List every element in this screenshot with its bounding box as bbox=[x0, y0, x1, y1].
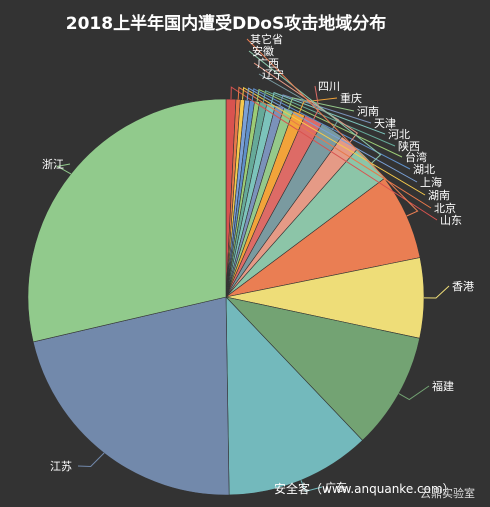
watermark-lab: 云鼎实验室 bbox=[420, 486, 475, 500]
leader-line-10 bbox=[298, 97, 338, 114]
leader-line-20 bbox=[56, 163, 72, 175]
slice-label-12: 辽宁 bbox=[262, 67, 284, 81]
slice-label-16: 香港 bbox=[452, 280, 474, 293]
leader-line-3 bbox=[246, 87, 418, 183]
leader-line-18 bbox=[300, 480, 323, 492]
slice-label-4: 湖北 bbox=[413, 163, 435, 176]
slice-label-3: 上海 bbox=[420, 175, 442, 189]
leader-line-16 bbox=[423, 285, 450, 299]
slice-label-2: 湖南 bbox=[428, 189, 450, 202]
leader-line-8 bbox=[279, 94, 372, 124]
leader-line-0 bbox=[230, 86, 438, 221]
slice-label-6: 陕西 bbox=[398, 139, 420, 153]
slice-label-10: 重庆 bbox=[340, 91, 362, 105]
slice-label-5: 台湾 bbox=[405, 150, 427, 164]
slice-label-11: 四川 bbox=[318, 80, 340, 93]
chart-title: 2018上半年国内遭受DDoS攻击地域分布 bbox=[66, 13, 386, 34]
slice-label-15: 其它省 bbox=[250, 32, 283, 46]
slice-label-8: 天津 bbox=[374, 117, 396, 130]
watermark-text: 安全客（www.anquanke.com） bbox=[274, 481, 455, 496]
pie-slice-18 bbox=[225, 296, 363, 496]
leader-line-6 bbox=[262, 90, 396, 147]
leader-line-9 bbox=[288, 97, 355, 112]
leader-line-2 bbox=[242, 86, 426, 196]
leader-line-19 bbox=[77, 452, 105, 468]
slice-label-20: 浙江 bbox=[42, 158, 64, 171]
leader-line-4 bbox=[251, 88, 411, 170]
slice-label-18: 广东 bbox=[325, 481, 347, 494]
leader-lines bbox=[56, 38, 450, 492]
slice-label-0: 山东 bbox=[440, 214, 462, 227]
leader-line-15 bbox=[246, 38, 419, 217]
pie-slice-17 bbox=[225, 296, 421, 441]
leader-line-17 bbox=[398, 385, 430, 401]
slice-label-9: 河南 bbox=[357, 105, 379, 118]
pie-slice-20 bbox=[27, 98, 227, 343]
leader-line-7 bbox=[270, 91, 386, 135]
slice-label-19: 江苏 bbox=[50, 460, 72, 473]
pie-slices bbox=[27, 98, 425, 496]
slice-label-7: 河北 bbox=[388, 128, 410, 141]
slice-label-13: 广西 bbox=[257, 57, 279, 70]
slice-label-1: 北京 bbox=[434, 201, 456, 215]
slice-label-14: 安徽 bbox=[252, 44, 274, 58]
leader-line-13 bbox=[253, 62, 359, 143]
pie-slice-19 bbox=[32, 296, 230, 496]
slice-label-17: 福建 bbox=[432, 379, 454, 393]
leader-line-1 bbox=[237, 86, 432, 209]
